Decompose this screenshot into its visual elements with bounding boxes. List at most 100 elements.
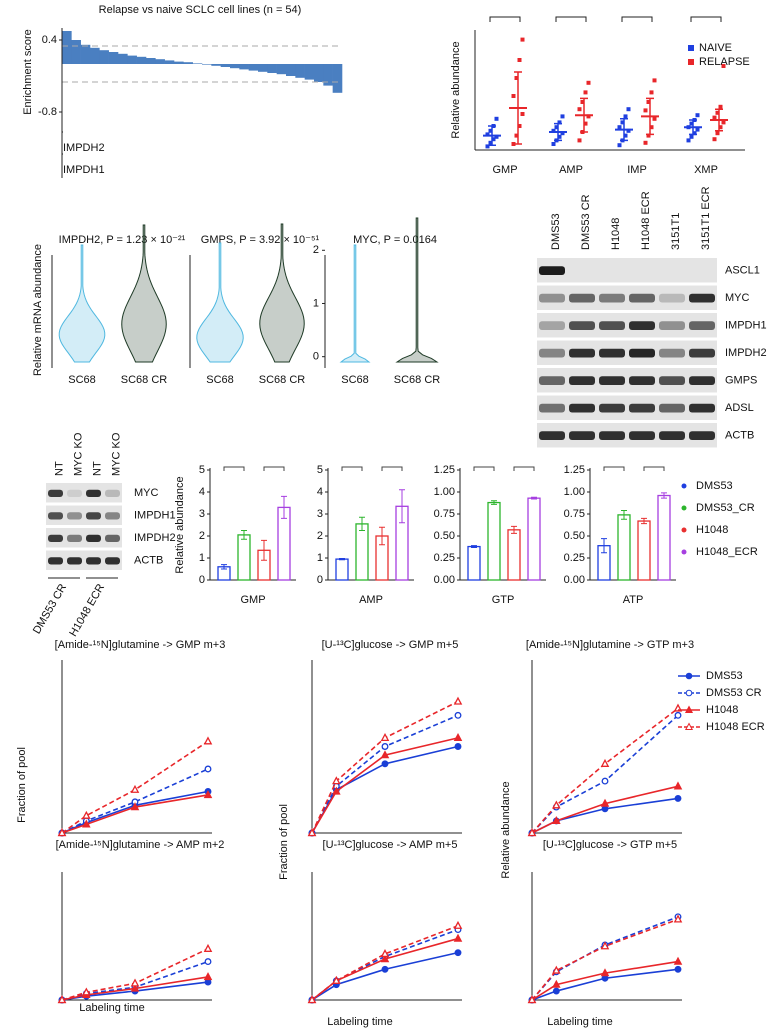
marker [380,949,390,958]
y-tick-label: 0.50 [564,530,585,542]
marker [380,732,390,741]
marker [82,819,91,828]
legend-marker [685,689,693,697]
bar [487,501,501,581]
marker [381,965,389,973]
error-bar [241,530,247,540]
marker [600,758,610,767]
row-label: MYC [725,292,750,304]
series-line [531,968,679,1001]
marker [601,777,609,785]
data-point [617,125,622,130]
group-label: DMS53 CR [31,582,69,636]
bar [127,55,137,64]
marker [527,828,537,837]
row-label: IMPDH2 [725,347,767,359]
marker [130,978,140,987]
band [599,376,625,386]
bar [314,64,324,82]
x-axis-label: AMP [359,594,383,606]
band [629,348,655,358]
data-point [488,128,493,133]
row-label: IMPDH1 [134,510,176,522]
band [629,266,655,275]
data-point [520,112,525,116]
data-point [557,134,562,139]
data-point [485,144,490,149]
lane-label: 3151T1 [670,213,682,250]
violin [58,244,106,363]
y-tick-label: 2 [199,530,205,542]
band [48,512,63,520]
y-tick-label: 1.25 [564,464,585,476]
bar [239,64,249,70]
x-tick-label: SC68 CR [121,374,168,386]
band [569,293,595,303]
data-point [652,78,657,83]
band [48,557,63,565]
violin [259,223,305,363]
bar [192,63,203,64]
marker [130,802,140,811]
violin [196,242,244,363]
blot-strip [46,528,122,548]
row-label: ACTB [134,555,163,567]
error-bar [379,526,385,546]
data-point [646,100,651,104]
marker [307,995,317,1004]
band [659,403,685,413]
significance-bracket [513,466,535,471]
legend-marker [681,549,687,555]
band [539,293,565,303]
data-point [514,76,519,80]
row-label: IMPDH1 [725,320,767,332]
lane-label: MYC KO [110,432,122,476]
y-tick-label: 1 [317,552,323,564]
band [629,293,655,303]
data-point [652,116,657,121]
series-line [61,740,209,834]
x-tick-label: SC68 CR [394,374,441,386]
x-tick-label: SC68 [68,374,96,386]
error-bar [661,492,667,499]
marker [454,711,462,719]
marker [82,810,91,819]
bar [62,31,72,64]
legend-label: H1048 [706,704,738,716]
band [569,348,595,358]
blot-strip [537,285,717,310]
legend-marker [684,722,694,730]
marker [82,987,91,996]
data-point [488,140,493,145]
chart-title: Relapse vs naive SCLC cell lines (n = 54… [99,4,302,16]
band [86,534,101,542]
lane-label: H1048 [610,218,622,250]
bar [164,60,175,64]
data-point [721,64,726,68]
marker [204,978,212,986]
band [569,266,595,275]
significance-bracket [621,16,653,22]
error-bar [281,495,287,519]
band [629,403,655,413]
bar [657,494,671,581]
marker [381,743,389,750]
row-label: ASCL1 [725,265,760,277]
series-line [61,794,209,834]
legend-marker [685,672,693,680]
data-point [517,58,522,62]
data-point [692,131,697,136]
significance-bracket [473,466,495,471]
bar [332,64,343,93]
marker [552,979,561,988]
violin [339,244,371,363]
data-point [577,138,582,143]
marker [600,798,610,807]
annotation: IMPDH1 [63,164,105,176]
y-axis-label: Relative abundance [450,41,462,138]
y-tick-label: 1.00 [564,486,585,498]
bar [248,64,259,71]
band [659,431,685,441]
marker [57,995,67,1004]
